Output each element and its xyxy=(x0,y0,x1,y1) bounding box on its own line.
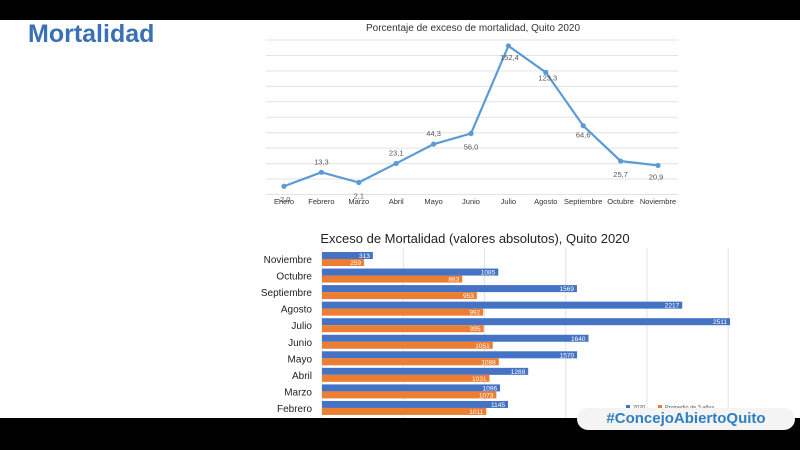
bar-promedio xyxy=(322,275,463,283)
line-chart-series xyxy=(281,43,661,189)
bar-chart: Exceso de Mortalidad (valores absolutos)… xyxy=(261,231,730,418)
bar-promedio xyxy=(322,292,477,300)
y-tick-label: Agosto xyxy=(281,305,313,316)
bar-promedio xyxy=(322,374,490,382)
data-point xyxy=(618,158,624,164)
x-tick-label: Enero xyxy=(274,197,294,206)
bar-value-label: 995 xyxy=(470,326,481,333)
bar-promedio xyxy=(322,308,484,316)
bar-2020 xyxy=(322,384,501,392)
x-tick-label: Noviembre xyxy=(640,197,676,206)
y-tick-label: Noviembre xyxy=(264,255,313,266)
x-tick-label: Septiembre xyxy=(564,197,602,206)
x-tick-label: Octubre xyxy=(607,197,634,206)
bar-value-label: 313 xyxy=(359,253,370,260)
data-label: 44,3 xyxy=(426,129,441,138)
bar-promedio xyxy=(322,407,487,415)
bar-value-label: 2217 xyxy=(665,303,680,310)
line-chart: Porcentaje de exceso de mortalidad, Quit… xyxy=(266,23,678,206)
bar-2020 xyxy=(322,351,578,359)
data-point xyxy=(393,160,399,167)
data-label: 20,9 xyxy=(649,172,664,181)
data-point xyxy=(580,123,586,129)
data-label: 23,1 xyxy=(389,148,404,157)
bar-value-label: 1073 xyxy=(479,392,494,399)
bar-value-label: 992 xyxy=(469,310,480,317)
bar-value-label: 953 xyxy=(463,293,474,300)
slide: Mortalidad Porcentaje de exceso de morta… xyxy=(0,20,800,418)
data-label: 123,3 xyxy=(538,73,557,82)
bar-value-label: 2511 xyxy=(713,319,727,326)
bar-value-label: 1269 xyxy=(511,369,526,376)
bar-2020 xyxy=(322,268,499,276)
y-tick-label: Septiembre xyxy=(261,288,313,299)
bar-2020 xyxy=(322,334,589,342)
bar-chart-title: Exceso de Mortalidad (valores absolutos)… xyxy=(320,231,629,246)
data-point xyxy=(468,130,474,137)
data-label: -2,0 xyxy=(278,195,291,204)
bar-promedio xyxy=(322,341,493,349)
y-tick-label: Febrero xyxy=(277,404,312,415)
data-point xyxy=(431,141,437,147)
y-tick-label: Julio xyxy=(291,321,312,332)
bar-2020 xyxy=(322,367,529,375)
data-point xyxy=(543,69,549,75)
bar-value-label: 1051 xyxy=(475,343,490,350)
bar-promedio xyxy=(322,325,484,333)
x-tick-label: Marzo xyxy=(348,197,369,206)
y-tick-label: Junio xyxy=(288,338,312,349)
legend-swatch-2020 xyxy=(626,405,630,409)
line-chart-x-axis: Enero Febrero Marzo Abril Mayo Junio Julio Agos… xyxy=(274,197,676,206)
bar-value-label: 863 xyxy=(448,277,459,284)
bar-value-label: 1096 xyxy=(483,385,498,392)
x-tick-label: Junio xyxy=(462,197,480,206)
data-label: 2,1 xyxy=(354,192,364,201)
bar-value-label: 1569 xyxy=(559,286,574,293)
bar-promedio xyxy=(322,358,499,366)
bar-value-label: 1640 xyxy=(571,336,586,343)
bar-promedio xyxy=(322,259,365,266)
line-chart-title: Porcentaje de exceso de mortalidad, Quit… xyxy=(366,23,580,34)
bar-value-label: 259 xyxy=(350,260,361,267)
y-tick-label: Abril xyxy=(292,371,312,382)
line-chart-value-labels: -2,0 13,3 2,1 23,1 44,3 56,0 152,4 123,3 64,6 25,… xyxy=(278,53,664,204)
legend-swatch-promedio xyxy=(658,405,662,409)
data-point xyxy=(655,162,661,169)
hashtag-badge: #ConcejoAbiertoQuito xyxy=(577,408,795,430)
x-tick-label: Agosto xyxy=(534,197,557,206)
y-tick-label: Octubre xyxy=(276,272,312,283)
x-tick-label: Febrero xyxy=(308,197,334,206)
data-point xyxy=(356,179,362,186)
bar-value-label: 1088 xyxy=(481,359,496,366)
bar-value-label: 1145 xyxy=(491,402,505,409)
bar-2020 xyxy=(322,252,373,259)
line-chart-grid xyxy=(266,39,678,195)
bar-2020 xyxy=(322,318,730,326)
data-point xyxy=(505,43,511,49)
bar-2020 xyxy=(322,400,509,408)
x-tick-label: Julio xyxy=(501,197,516,206)
data-point xyxy=(281,183,287,189)
data-point xyxy=(318,169,324,175)
data-label: 13,3 xyxy=(314,157,329,166)
data-label: 64,6 xyxy=(576,131,591,140)
bar-value-label: 1570 xyxy=(560,352,575,359)
data-label: 25,7 xyxy=(613,170,628,179)
bar-value-label: 1085 xyxy=(481,270,496,277)
data-label: 56,0 xyxy=(464,143,479,152)
data-label: 152,4 xyxy=(500,53,519,62)
bar-promedio xyxy=(322,391,497,399)
page-title: Mortalidad xyxy=(28,20,155,48)
bar-2020 xyxy=(322,301,683,309)
x-tick-label: Mayo xyxy=(424,197,442,206)
bar-value-label: 1031 xyxy=(472,376,487,383)
x-tick-label: Abril xyxy=(389,197,404,206)
bar-value-label: 1011 xyxy=(469,409,483,416)
bar-chart-y-axis: Noviembre Octubre Septiembre Agosto Julio Jun… xyxy=(261,255,313,415)
y-tick-label: Marzo xyxy=(284,387,312,398)
y-tick-label: Mayo xyxy=(288,354,313,365)
bar-2020 xyxy=(322,285,577,293)
